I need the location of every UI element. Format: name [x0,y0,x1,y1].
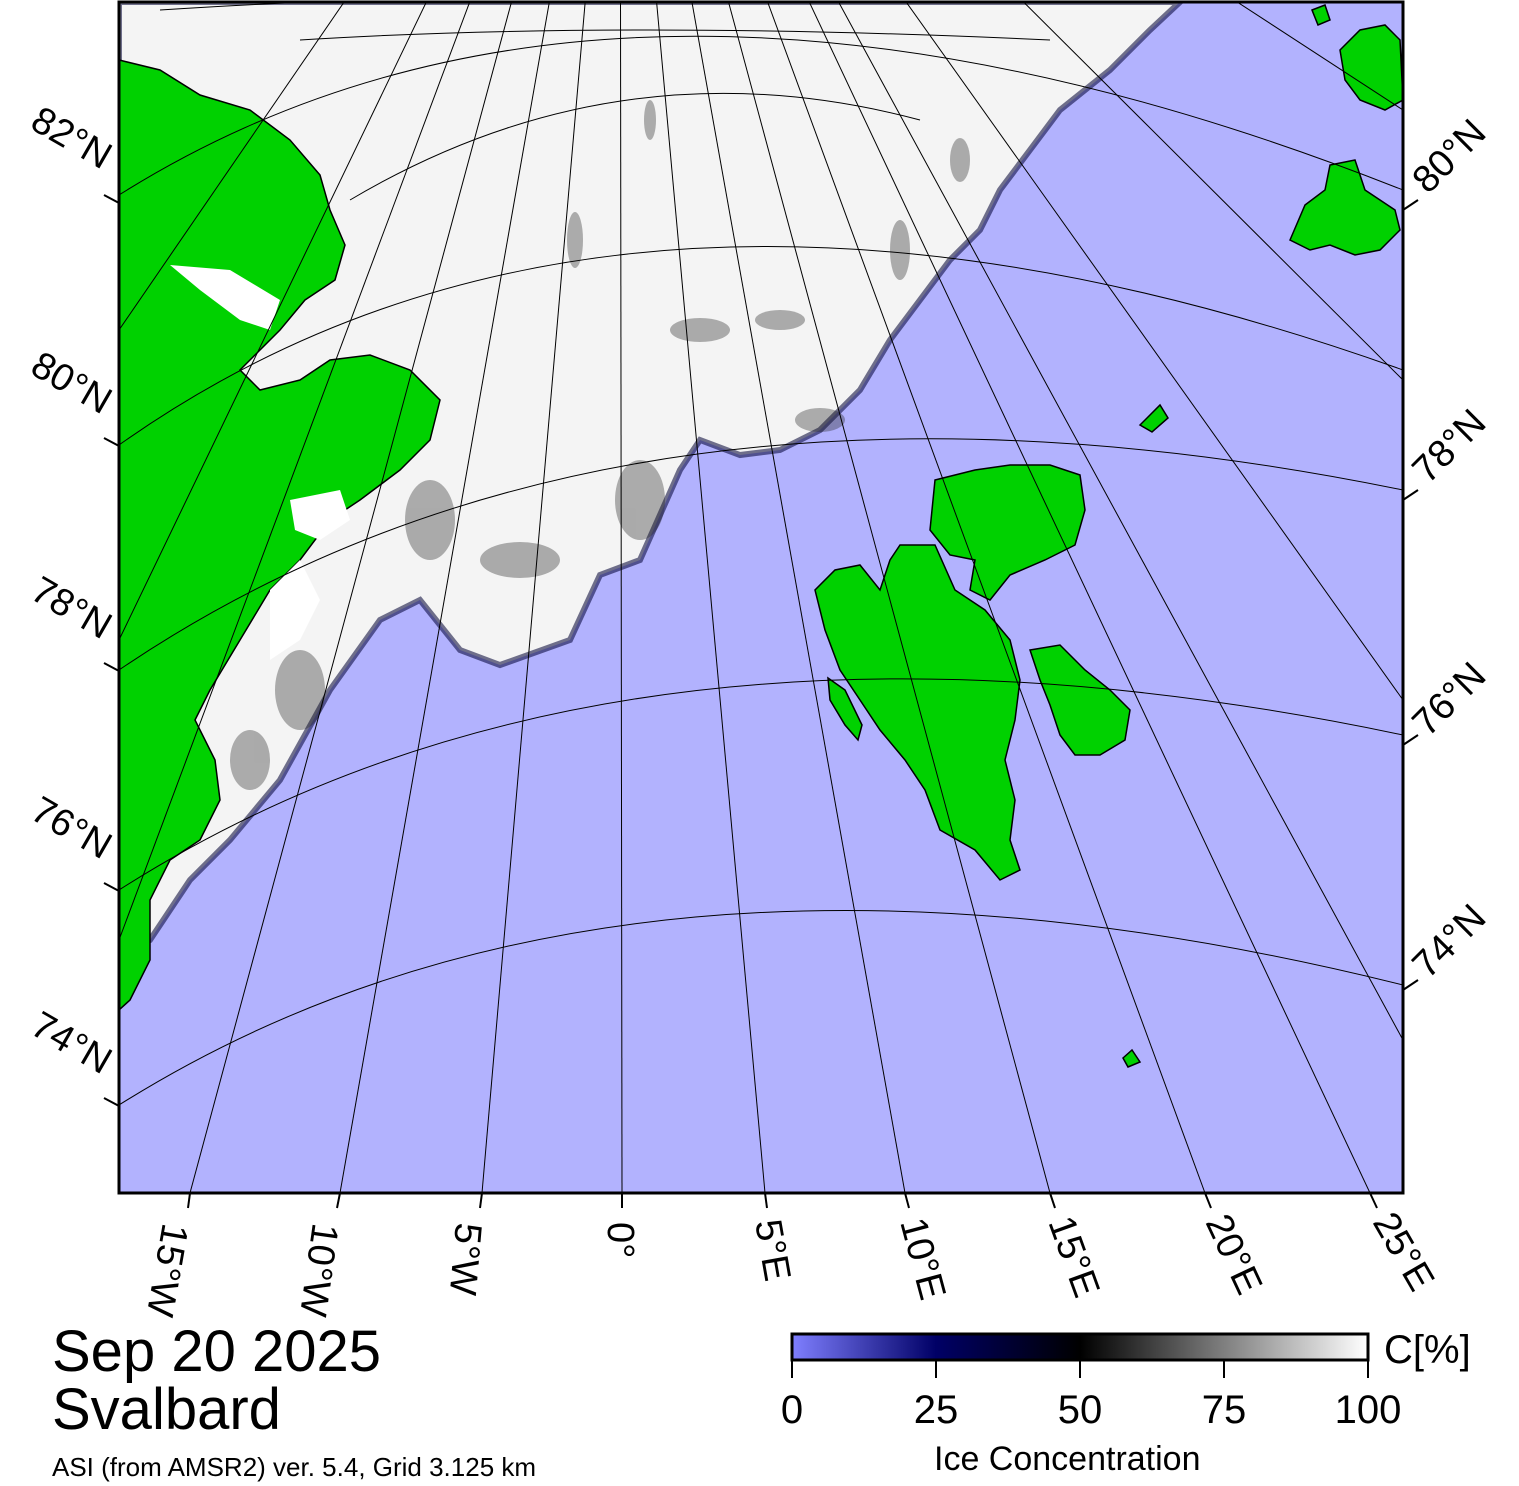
lat-label-right: 78°N [1405,402,1495,492]
lat-label-left: 74°N [24,1004,119,1083]
colorbar-unit: C[%] [1384,1328,1471,1372]
lat-label-left: 82°N [24,99,119,178]
franz-josef-land [1289,159,1401,256]
lon-label: 5°E [746,1216,798,1284]
region-name: Svalbard [52,1377,281,1442]
svalbard-forland [827,676,863,742]
frame-ticks [103,194,1419,1209]
lon-label: 10°W [291,1221,346,1319]
lat-label-left: 78°N [24,569,119,648]
sea-ice-pack [119,2,1185,954]
graticule-meridians [119,2,1403,1193]
greenland-fjord [270,560,320,660]
data-source: ASI (from AMSR2) ver. 5.4, Grid 3.125 km [52,1452,537,1482]
graticule-parallels [119,2,1403,1106]
map-date: Sep 20 2025 [52,1319,381,1384]
lat-label-right: 76°N [1405,655,1495,745]
lon-label: 25°E [1364,1206,1442,1299]
lon-label: 0° [599,1222,641,1258]
colorbar [790,1332,1370,1362]
kvitoya [1138,403,1169,433]
colorbar-tick-label: 0 [780,1388,804,1432]
greenland-fjord [170,265,280,330]
svalbard-nordaustlandet [929,464,1086,601]
svalbard-spitsbergen [814,544,1021,881]
lon-label: 10°E [891,1213,953,1304]
lat-label-left: 76°N [24,789,119,868]
franz-josef-land [1339,24,1403,111]
lon-label: 15°W [138,1220,196,1319]
lon-label: 15°E [1040,1211,1108,1303]
greenland-fjord [290,490,350,540]
greenland-land [119,59,441,1012]
colorbar-ticks [791,1360,1369,1378]
bjornoya [1122,1048,1142,1068]
colorbar-title: Ice Concentration [934,1440,1201,1478]
lat-label-right: 74°N [1405,897,1495,987]
franz-josef-land [1311,4,1331,26]
lat-label-left: 80°N [24,344,119,423]
colorbar-tick-label: 100 [1334,1388,1402,1432]
map-frame [117,0,1405,1195]
svalbard-edgeoya [1029,644,1131,756]
lon-label: 20°E [1197,1208,1270,1301]
colorbar-tick-label: 50 [1057,1388,1103,1432]
ice-streaks [230,100,970,790]
lon-label: 5°W [441,1221,489,1297]
colorbar-tick-label: 25 [913,1388,959,1432]
colorbar-tick-label: 75 [1201,1388,1247,1432]
lat-label-right: 80°N [1405,112,1495,202]
